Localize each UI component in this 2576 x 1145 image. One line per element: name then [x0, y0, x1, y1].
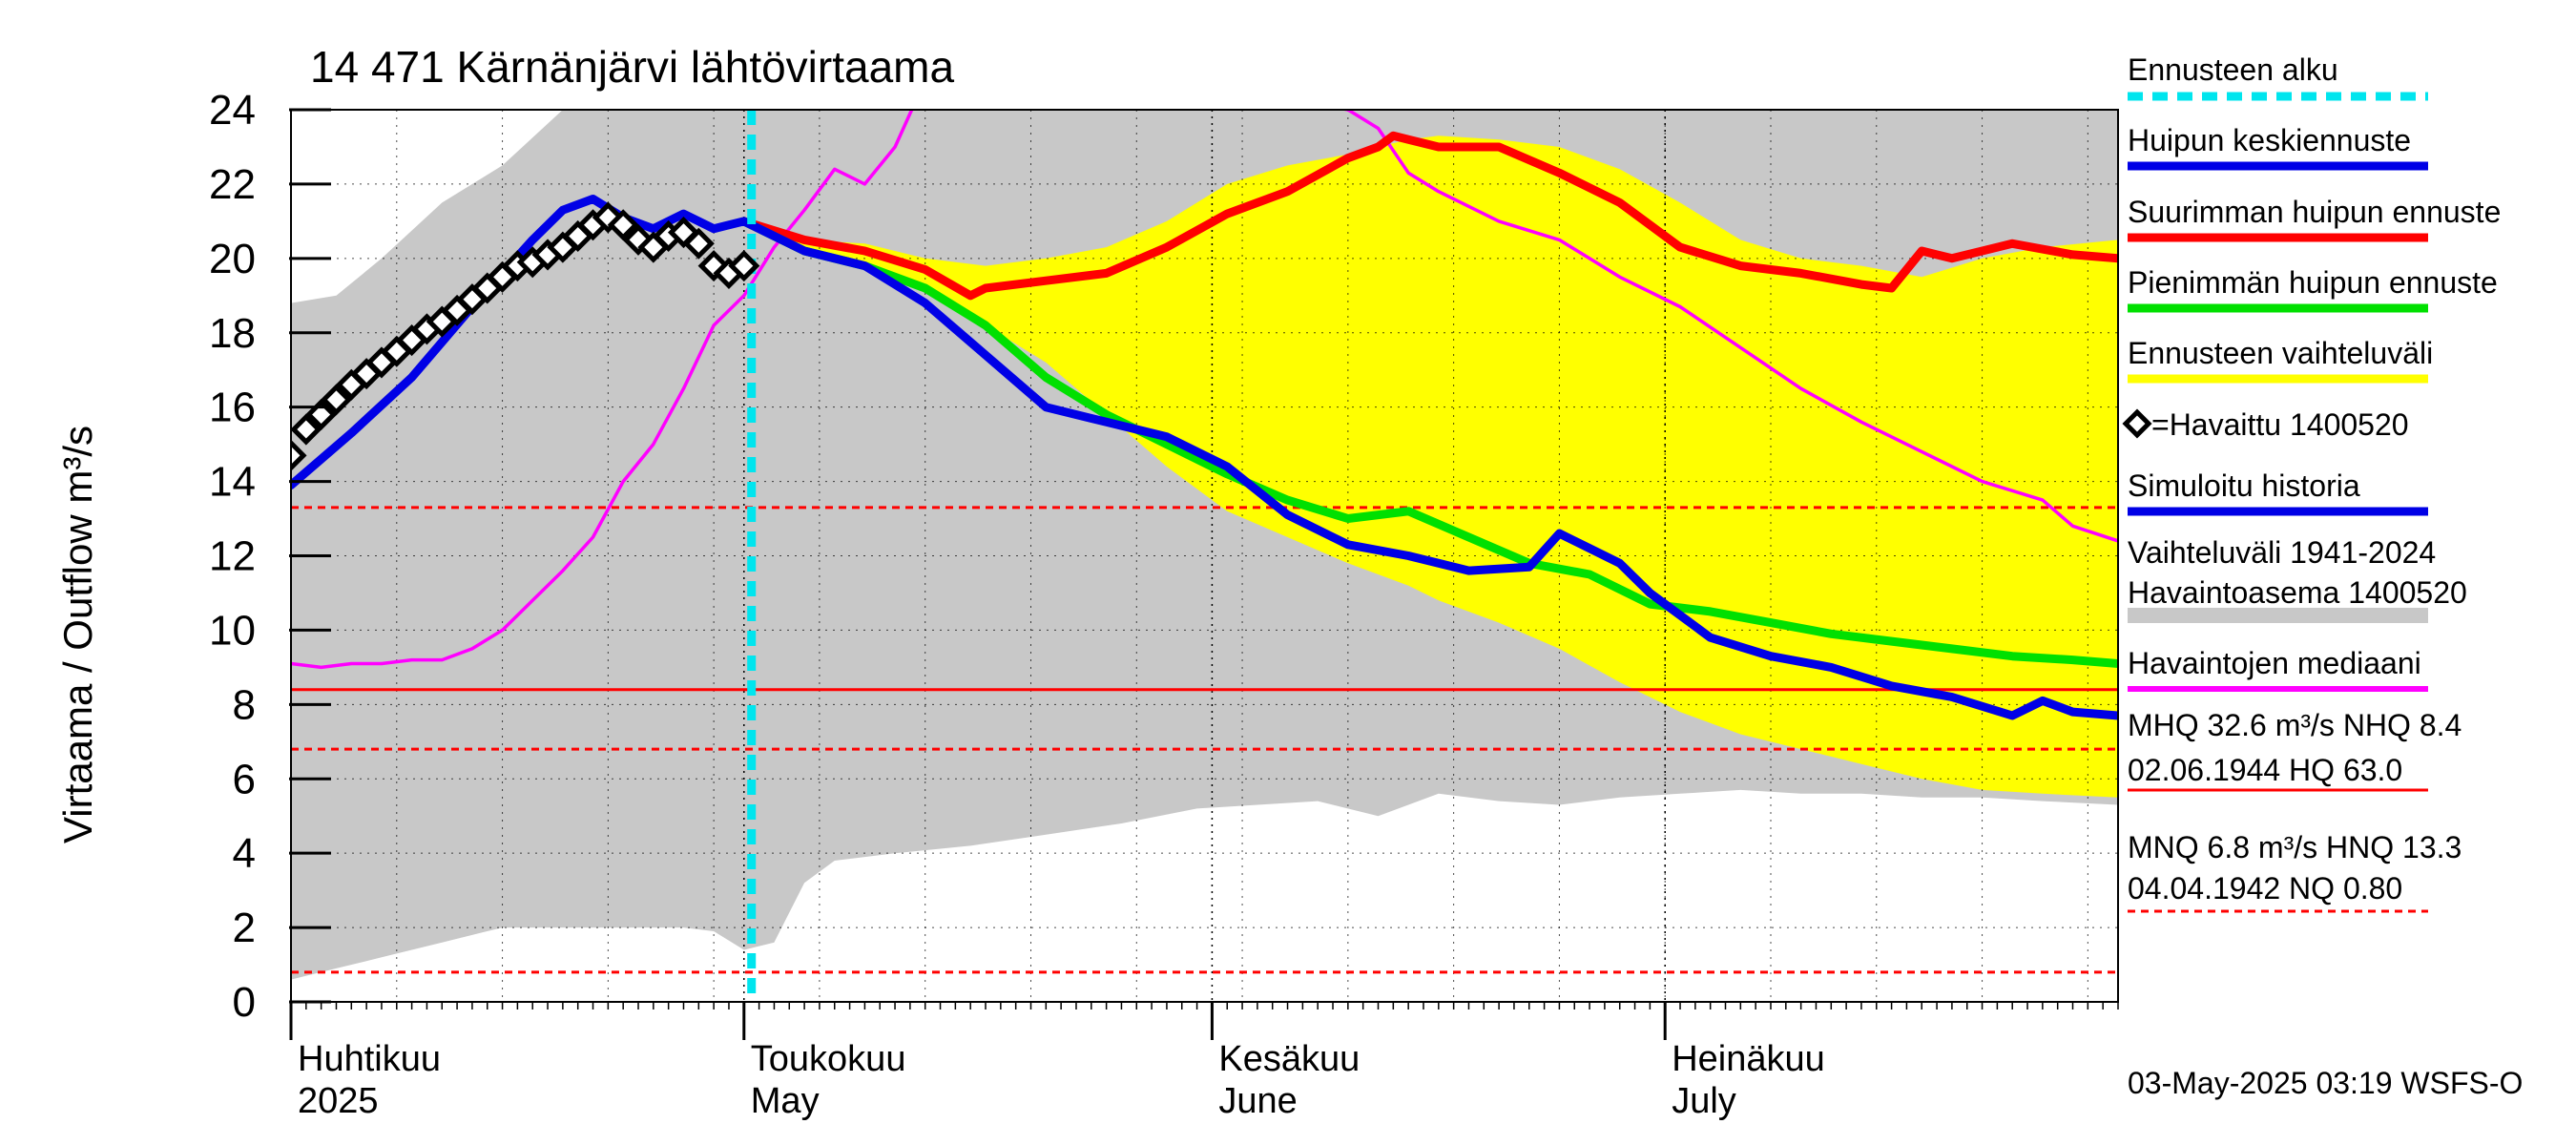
chart-title: 14 471 Kärnänjärvi lähtövirtaama — [310, 42, 954, 92]
plot-area — [290, 109, 2119, 1003]
observed-marker — [607, 209, 639, 241]
y-axis-label: Virtaama / Outflow m³/s — [55, 426, 100, 843]
min-peak-forecast-line — [739, 217, 2118, 668]
y-tick-label: 4 — [233, 830, 256, 877]
month-label-en: June — [1218, 1081, 1297, 1121]
legend-label: MHQ 32.6 m³/s NHQ 8.4 — [2128, 708, 2462, 742]
y-tick-label: 2 — [233, 905, 256, 951]
y-tick-label: 22 — [209, 161, 256, 208]
forecast-range-band — [743, 135, 2118, 798]
y-tick-label: 8 — [233, 681, 256, 728]
legend-label: Huipun keskiennuste — [2128, 123, 2411, 157]
simulated-history-line — [291, 195, 2118, 720]
observed-marker — [291, 439, 307, 471]
observed-marker — [728, 250, 760, 282]
legend-label: Simuloitu historia — [2128, 468, 2360, 503]
y-tick-label: 16 — [209, 385, 256, 431]
month-label-en: 2025 — [298, 1081, 379, 1121]
legend-label-secondary: 02.06.1944 HQ 63.0 — [2128, 753, 2402, 787]
legend-marker — [2122, 408, 2152, 439]
y-tick-label: 10 — [209, 607, 256, 654]
legend-label: =Havaittu 1400520 — [2151, 407, 2409, 442]
month-label-fi: Toukokuu — [751, 1039, 906, 1079]
legend-label-secondary: 04.04.1942 NQ 0.80 — [2128, 871, 2402, 906]
legend-label-secondary: Havaintoasema 1400520 — [2128, 575, 2467, 610]
y-tick-label: 20 — [209, 236, 256, 282]
y-tick-label: 0 — [233, 979, 256, 1026]
legend-label: Pienimmän huipun ennuste — [2128, 265, 2498, 300]
max-peak-forecast-line — [739, 131, 2118, 301]
month-label-fi: Kesäkuu — [1218, 1039, 1360, 1079]
footer-timestamp: 03-May-2025 03:19 WSFS-O — [2128, 1066, 2523, 1100]
month-label-fi: Heinäkuu — [1672, 1039, 1825, 1079]
observed-marker — [682, 227, 715, 260]
month-label-en: May — [751, 1081, 820, 1121]
y-tick-label: 12 — [209, 533, 256, 580]
legend-label: Ennusteen alku — [2128, 52, 2338, 87]
median-line — [291, 110, 2118, 670]
y-tick-label: 14 — [209, 459, 256, 506]
observed-marker — [291, 413, 322, 446]
y-tick-label: 24 — [209, 87, 256, 134]
legend-label: Vaihteluväli 1941-2024 — [2128, 535, 2436, 570]
y-tick-label: 6 — [233, 756, 256, 802]
y-tick-label: 18 — [209, 310, 256, 357]
month-label-fi: Huhtikuu — [298, 1039, 441, 1079]
legend-label: Ennusteen vaihteluväli — [2128, 336, 2433, 370]
legend-label: MNQ 6.8 m³/s HNQ 13.3 — [2128, 830, 2462, 864]
legend-label: Havaintojen mediaani — [2128, 646, 2421, 680]
legend-label: Suurimman huipun ennuste — [2128, 195, 2501, 229]
month-label-en: July — [1672, 1081, 1736, 1121]
